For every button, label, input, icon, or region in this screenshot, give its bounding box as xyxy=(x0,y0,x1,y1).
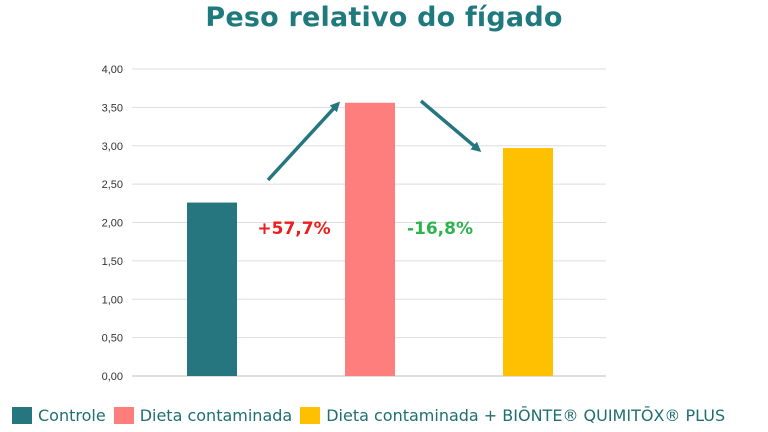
legend-swatch xyxy=(12,406,32,424)
y-tick-label: 0,50 xyxy=(102,333,123,345)
y-tick-label: 1,50 xyxy=(102,256,123,268)
bar-2 xyxy=(345,102,395,377)
legend-label: Controle xyxy=(38,405,106,425)
bar-1 xyxy=(187,202,237,376)
legend-item: Controle xyxy=(12,406,106,425)
arrows xyxy=(266,99,482,182)
legend-item: Dieta contaminada xyxy=(113,405,293,425)
arrow-up xyxy=(266,101,341,182)
arrow-down xyxy=(419,99,482,152)
legend-item: Dieta contaminada + BIŌNTE® QUIMITŌX® PL… xyxy=(300,406,725,425)
y-tick-label: 3,50 xyxy=(102,102,123,114)
bars xyxy=(187,102,553,377)
y-tick-label: 2,00 xyxy=(102,218,123,230)
legend-label: Dieta contaminada + BIŌNTE® QUIMITŌX® PL… xyxy=(326,405,726,425)
percent-change-label: +57,7% xyxy=(257,219,330,239)
y-tick-label: 4,00 xyxy=(102,64,123,76)
y-tick-label: 1,00 xyxy=(102,294,123,306)
y-tick-label: 2,50 xyxy=(102,179,123,191)
legend: Controle Dieta contaminada Dieta contamina… xyxy=(12,404,733,426)
annotations: +57,7% -16,8% xyxy=(257,219,473,239)
legend-label: Dieta contaminada xyxy=(139,405,293,425)
y-axis-ticks: 0,00 0,50 1,00 1,50 2,00 2,50 3,00 3,50 4,00 xyxy=(102,64,123,383)
y-tick-label: 3,00 xyxy=(102,141,123,153)
y-tick-label: 0,00 xyxy=(102,371,123,383)
legend-swatch xyxy=(113,406,134,424)
percent-change-label: -16,8% xyxy=(407,219,473,239)
chart-title: Peso relativo do fígado xyxy=(205,2,563,33)
bar-3 xyxy=(503,148,553,376)
legend-swatch xyxy=(300,406,321,424)
